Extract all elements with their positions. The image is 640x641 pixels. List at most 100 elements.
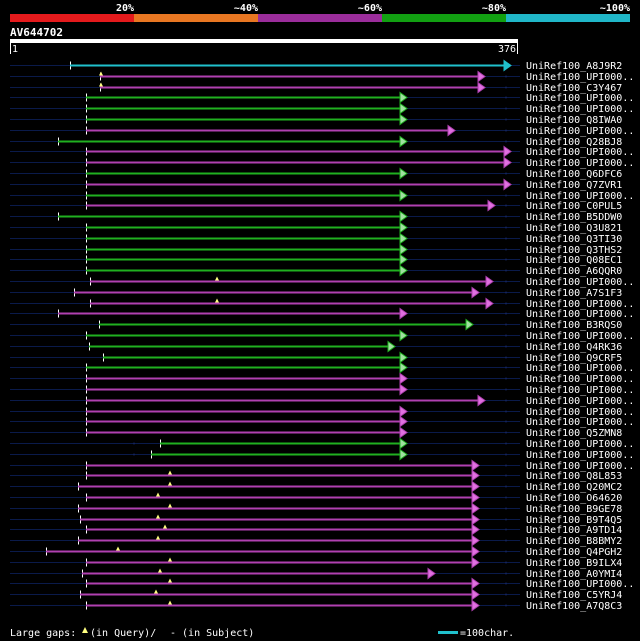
hit-arrowhead [485,275,494,288]
hit-arrowhead [399,253,408,266]
hit-arrowhead [399,135,408,148]
hit-row: UniRef100_UPI000.. [10,297,634,310]
hit-arrowhead [399,189,408,202]
hit-row: UniRef100_UPI000.. [10,405,634,418]
hit-row: UniRef100_UPI000.. [10,70,634,83]
hit-row: UniRef100_C5YRJ4 [10,588,622,601]
hit-arrowhead [471,588,480,601]
hit-row: UniRef100_Q3THS2 [10,243,622,256]
hit-label: UniRef100_UPI000.. [526,158,634,169]
hit-label: UniRef100_UPI000.. [526,439,634,450]
hit-arrowhead [399,210,408,223]
hit-arrowhead [471,491,480,504]
hit-label: UniRef100_UPI000.. [526,331,634,342]
hit-arrowhead [399,383,408,396]
hit-row: UniRef100_UPI000.. [10,124,634,137]
hit-arrowhead [471,459,480,472]
hit-row: UniRef100_UPI000.. [10,383,634,396]
hit-label: UniRef100_A7Q8C3 [526,601,622,612]
hit-arrowhead [447,124,456,137]
hit-label: UniRef100_UPI000.. [526,191,634,202]
hit-arrowhead [485,297,494,310]
hit-label: UniRef100_UPI000.. [526,72,634,83]
hit-row: UniRef100_UPI000.. [10,156,634,169]
hit-row: UniRef100_Q8L853 [10,469,622,482]
hit-arrowhead [487,199,496,212]
hit-label: UniRef100_UPI000.. [526,299,634,310]
hit-arrowhead [471,523,480,536]
hit-arrowhead [399,91,408,104]
hit-label: UniRef100_Q4PGH2 [526,547,622,558]
hit-arrowhead [503,178,512,191]
legend-segment-20 [10,14,134,22]
hit-arrowhead [387,340,396,353]
identity-legend: 20% ~40% ~60% ~80% ~100% [10,3,630,22]
hit-row: UniRef100_B9ILX4 [10,556,622,569]
legend-label-60: ~60% [358,3,382,14]
hit-arrowhead [399,221,408,234]
hit-arrowhead [399,264,408,277]
hit-row: UniRef100_UPI000.. [10,91,634,104]
hit-arrowhead [399,415,408,428]
hit-arrowhead [399,167,408,180]
footer-legend: Large gaps: (in Query)/ - (in Subject) =… [10,627,514,639]
hit-arrowhead [471,545,480,558]
hit-label: UniRef100_Q9CRF5 [526,353,622,364]
hit-row: UniRef100_B9T4Q5 [10,513,622,526]
hit-row: UniRef100_UPI000.. [10,329,634,342]
hit-row: UniRef100_Q7ZVR1 [10,178,622,191]
hit-label: UniRef100_A6QQR0 [526,266,622,277]
gap-marker [116,546,120,551]
hit-row: UniRef100_Q3U821 [10,221,622,234]
hit-arrowhead [471,534,480,547]
query-end-label: 376 [498,44,516,55]
hit-label: UniRef100_B9GE78 [526,504,622,515]
hit-label: UniRef100_Q3TI30 [526,234,622,245]
hit-arrowhead [399,351,408,364]
hit-row: UniRef100_O64620 [10,491,622,504]
hit-label: UniRef100_UPI000.. [526,309,634,320]
gaps-legend-mid: (in Query)/ [90,628,156,639]
gap-marker [163,524,167,529]
hit-label: UniRef100_A9TD14 [526,525,622,536]
hit-row: UniRef100_Q20MC2 [10,480,622,493]
gap-marker [215,298,219,303]
hit-label: UniRef100_O64620 [526,493,622,504]
hit-row: UniRef100_UPI000.. [10,577,634,590]
hit-row: UniRef100_B5DDW0 [10,210,622,223]
hit-label: UniRef100_Q8IWA0 [526,115,622,126]
hit-row: UniRef100_UPI000.. [10,189,634,202]
hit-arrowhead [465,318,474,331]
hit-label: UniRef100_UPI000.. [526,374,634,385]
hit-arrowhead [399,243,408,256]
hit-row: UniRef100_UPI000.. [10,394,634,407]
hit-label: UniRef100_C0PUL5 [526,201,622,212]
gap-marker [156,492,160,497]
hit-label: UniRef100_B9ILX4 [526,558,622,569]
hit-row: UniRef100_UPI000.. [10,437,634,450]
hit-row: UniRef100_Q28BJ8 [10,135,622,148]
hit-arrowhead [427,567,436,580]
hit-row: UniRef100_Q3TI30 [10,232,622,245]
gap-marker [99,82,103,87]
hit-label: UniRef100_Q3THS2 [526,245,622,256]
hit-row: UniRef100_A8J9R2 [10,59,622,72]
legend-label-20: 20% [116,3,134,14]
hit-label: UniRef100_UPI000.. [526,104,634,115]
legend-segment-60 [258,14,382,22]
hit-label: UniRef100_UPI000.. [526,363,634,374]
hit-label: UniRef100_UPI000.. [526,407,634,418]
gap-query-marker-icon [82,627,88,633]
hit-label: UniRef100_C5YRJ4 [526,590,622,601]
hit-row: UniRef100_UPI000.. [10,145,634,158]
hit-row: UniRef100_UPI000.. [10,275,634,288]
hit-label: UniRef100_Q28BJ8 [526,137,622,148]
hit-row: UniRef100_B9GE78 [10,502,622,515]
hit-arrowhead [399,361,408,374]
gaps-legend-prefix: Large gaps: [10,628,76,639]
hit-arrowhead [471,502,480,515]
hit-row: UniRef100_UPI000.. [10,448,634,461]
hit-row: UniRef100_UPI000.. [10,459,634,472]
hit-arrowhead [471,556,480,569]
